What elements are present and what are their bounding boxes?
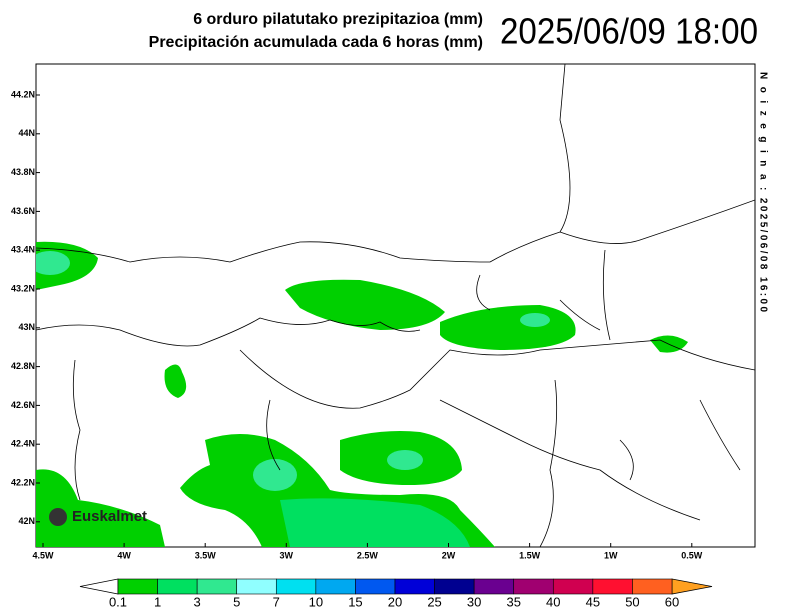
colorbar-label: 7 — [273, 594, 280, 609]
colorbar-label: 20 — [388, 594, 402, 609]
colorbar-label: 5 — [233, 594, 240, 609]
colorbar-label: 1 — [154, 594, 161, 609]
lat-tick-label: 43N — [18, 322, 35, 332]
colorbar-bin — [275, 578, 317, 595]
colorbar-bin — [117, 578, 158, 595]
lat-tick-label: 43.8N — [11, 167, 35, 177]
colorbar-bin — [513, 578, 554, 595]
colorbar-bin — [394, 578, 435, 595]
lat-tick-label: 42N — [18, 516, 35, 526]
datetime: 2025/06/09 18:00 — [500, 11, 758, 52]
colorbar-bin — [157, 578, 198, 595]
lon-tick-label: 1W — [604, 550, 618, 560]
lat-tick-label: 43.4N — [11, 245, 35, 255]
lon-tick-label: 2W — [442, 550, 456, 560]
colorbar-over — [671, 578, 713, 595]
lat-tick-label: 44.2N — [11, 89, 35, 99]
colorbar-bin — [434, 578, 475, 595]
colorbar-bin — [552, 578, 594, 595]
lon-tick-label: 4W — [117, 550, 131, 560]
colorbar-label: 50 — [625, 594, 639, 609]
colorbar-label: 25 — [427, 594, 441, 609]
lon-tick-label: 3.5W — [195, 550, 217, 560]
lon-tick-label: 0.5W — [681, 550, 703, 560]
colorbar-bin — [632, 578, 673, 595]
colorbar-bin — [196, 578, 238, 595]
lat-tick-label: 42.2N — [11, 477, 35, 487]
lat-tick-label: 42.8N — [11, 361, 35, 371]
colorbar-bin — [592, 578, 633, 595]
colorbar-label: 10 — [309, 594, 323, 609]
map: Euskalmet — [35, 63, 756, 548]
colorbar-label: 60 — [665, 594, 679, 609]
colorbar-label: 45 — [586, 594, 600, 609]
colorbar-label: 0.1 — [109, 594, 127, 609]
colorbar-bin — [236, 578, 277, 595]
title-spanish: Precipitación acumulada cada 6 horas (mm… — [149, 34, 483, 51]
lat-tick-label: 42.6N — [11, 400, 35, 410]
lat-tick-label: 42.4N — [11, 439, 35, 449]
title-basque: 6 orduro pilatutako prezipitazioa (mm) — [193, 11, 483, 28]
lon-tick-label: 2.5W — [357, 550, 379, 560]
colorbar-label: 3 — [194, 594, 201, 609]
colorbar-label: 30 — [467, 594, 481, 609]
colorbar-bin — [315, 578, 356, 595]
colorbar-bin — [355, 578, 396, 595]
colorbar-label: 40 — [546, 594, 560, 609]
lat-tick-label: 43.2N — [11, 283, 35, 293]
lat-tick-label: 43.6N — [11, 206, 35, 216]
lon-tick-label: 1.5W — [519, 550, 541, 560]
lon-tick-label: 3W — [280, 550, 294, 560]
issued-note: N o i z e g i n a : 2025/06/08 16:00 — [757, 72, 768, 312]
colorbar-under — [79, 578, 119, 595]
logo-text: Euskalmet — [72, 508, 147, 525]
colorbar-label: 15 — [348, 594, 362, 609]
colorbar-bin — [473, 578, 515, 595]
lat-tick-label: 44N — [18, 128, 35, 138]
colorbar-label: 35 — [506, 594, 520, 609]
lon-tick-label: 4.5W — [32, 550, 54, 560]
coastlines — [36, 64, 755, 547]
logo: Euskalmet — [49, 508, 147, 526]
